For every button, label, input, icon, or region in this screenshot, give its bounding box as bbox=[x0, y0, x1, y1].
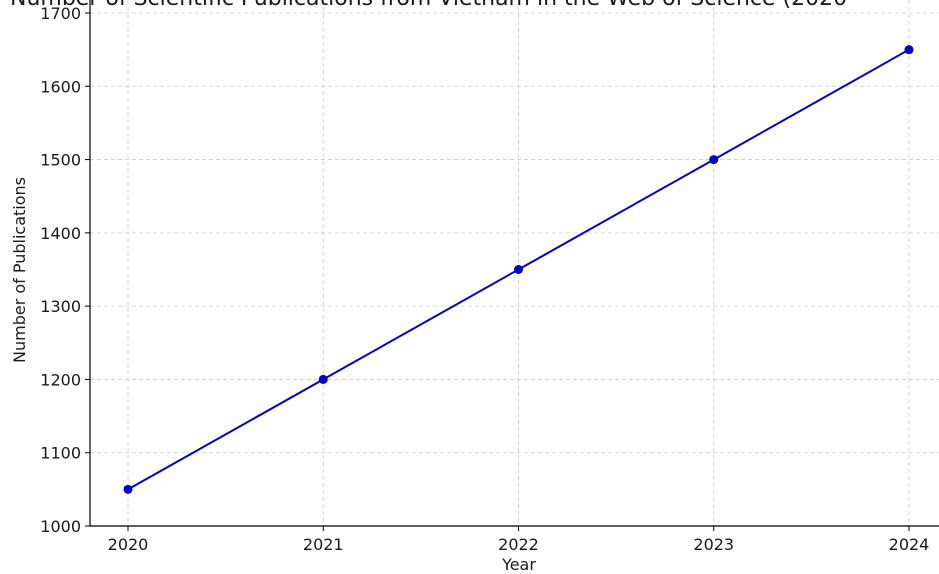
y-tick-label: 1500 bbox=[40, 151, 81, 170]
y-tick-label: 1600 bbox=[40, 77, 81, 96]
data-point bbox=[709, 155, 719, 165]
y-tick-label: 1200 bbox=[40, 370, 81, 389]
y-tick-label: 1300 bbox=[40, 297, 81, 316]
chart-title: Number of Scientific Publications from V… bbox=[10, 0, 847, 11]
x-tick-label: 2021 bbox=[303, 535, 344, 554]
data-point bbox=[123, 484, 133, 494]
x-tick-label: 2023 bbox=[693, 535, 734, 554]
x-tick-label: 2022 bbox=[498, 535, 539, 554]
x-tick-label: 2020 bbox=[108, 535, 149, 554]
y-tick-label: 1100 bbox=[40, 444, 81, 463]
y-tick-label: 1000 bbox=[40, 517, 81, 536]
y-axis-title: Number of Publications bbox=[10, 177, 29, 363]
x-axis-title: Year bbox=[501, 555, 536, 574]
data-point bbox=[514, 265, 523, 274]
y-tick-label: 1700 bbox=[40, 4, 81, 23]
grid bbox=[90, 0, 939, 526]
axes bbox=[89, 0, 939, 527]
data-point bbox=[318, 374, 328, 384]
y-tick-label: 1400 bbox=[40, 224, 81, 243]
x-tick-label: 2024 bbox=[889, 535, 930, 554]
ticks: 1000 1100 1200 1300 1400 1500 1600 1700 2020 2021… bbox=[40, 4, 929, 554]
series bbox=[123, 45, 914, 494]
data-point bbox=[904, 45, 914, 55]
